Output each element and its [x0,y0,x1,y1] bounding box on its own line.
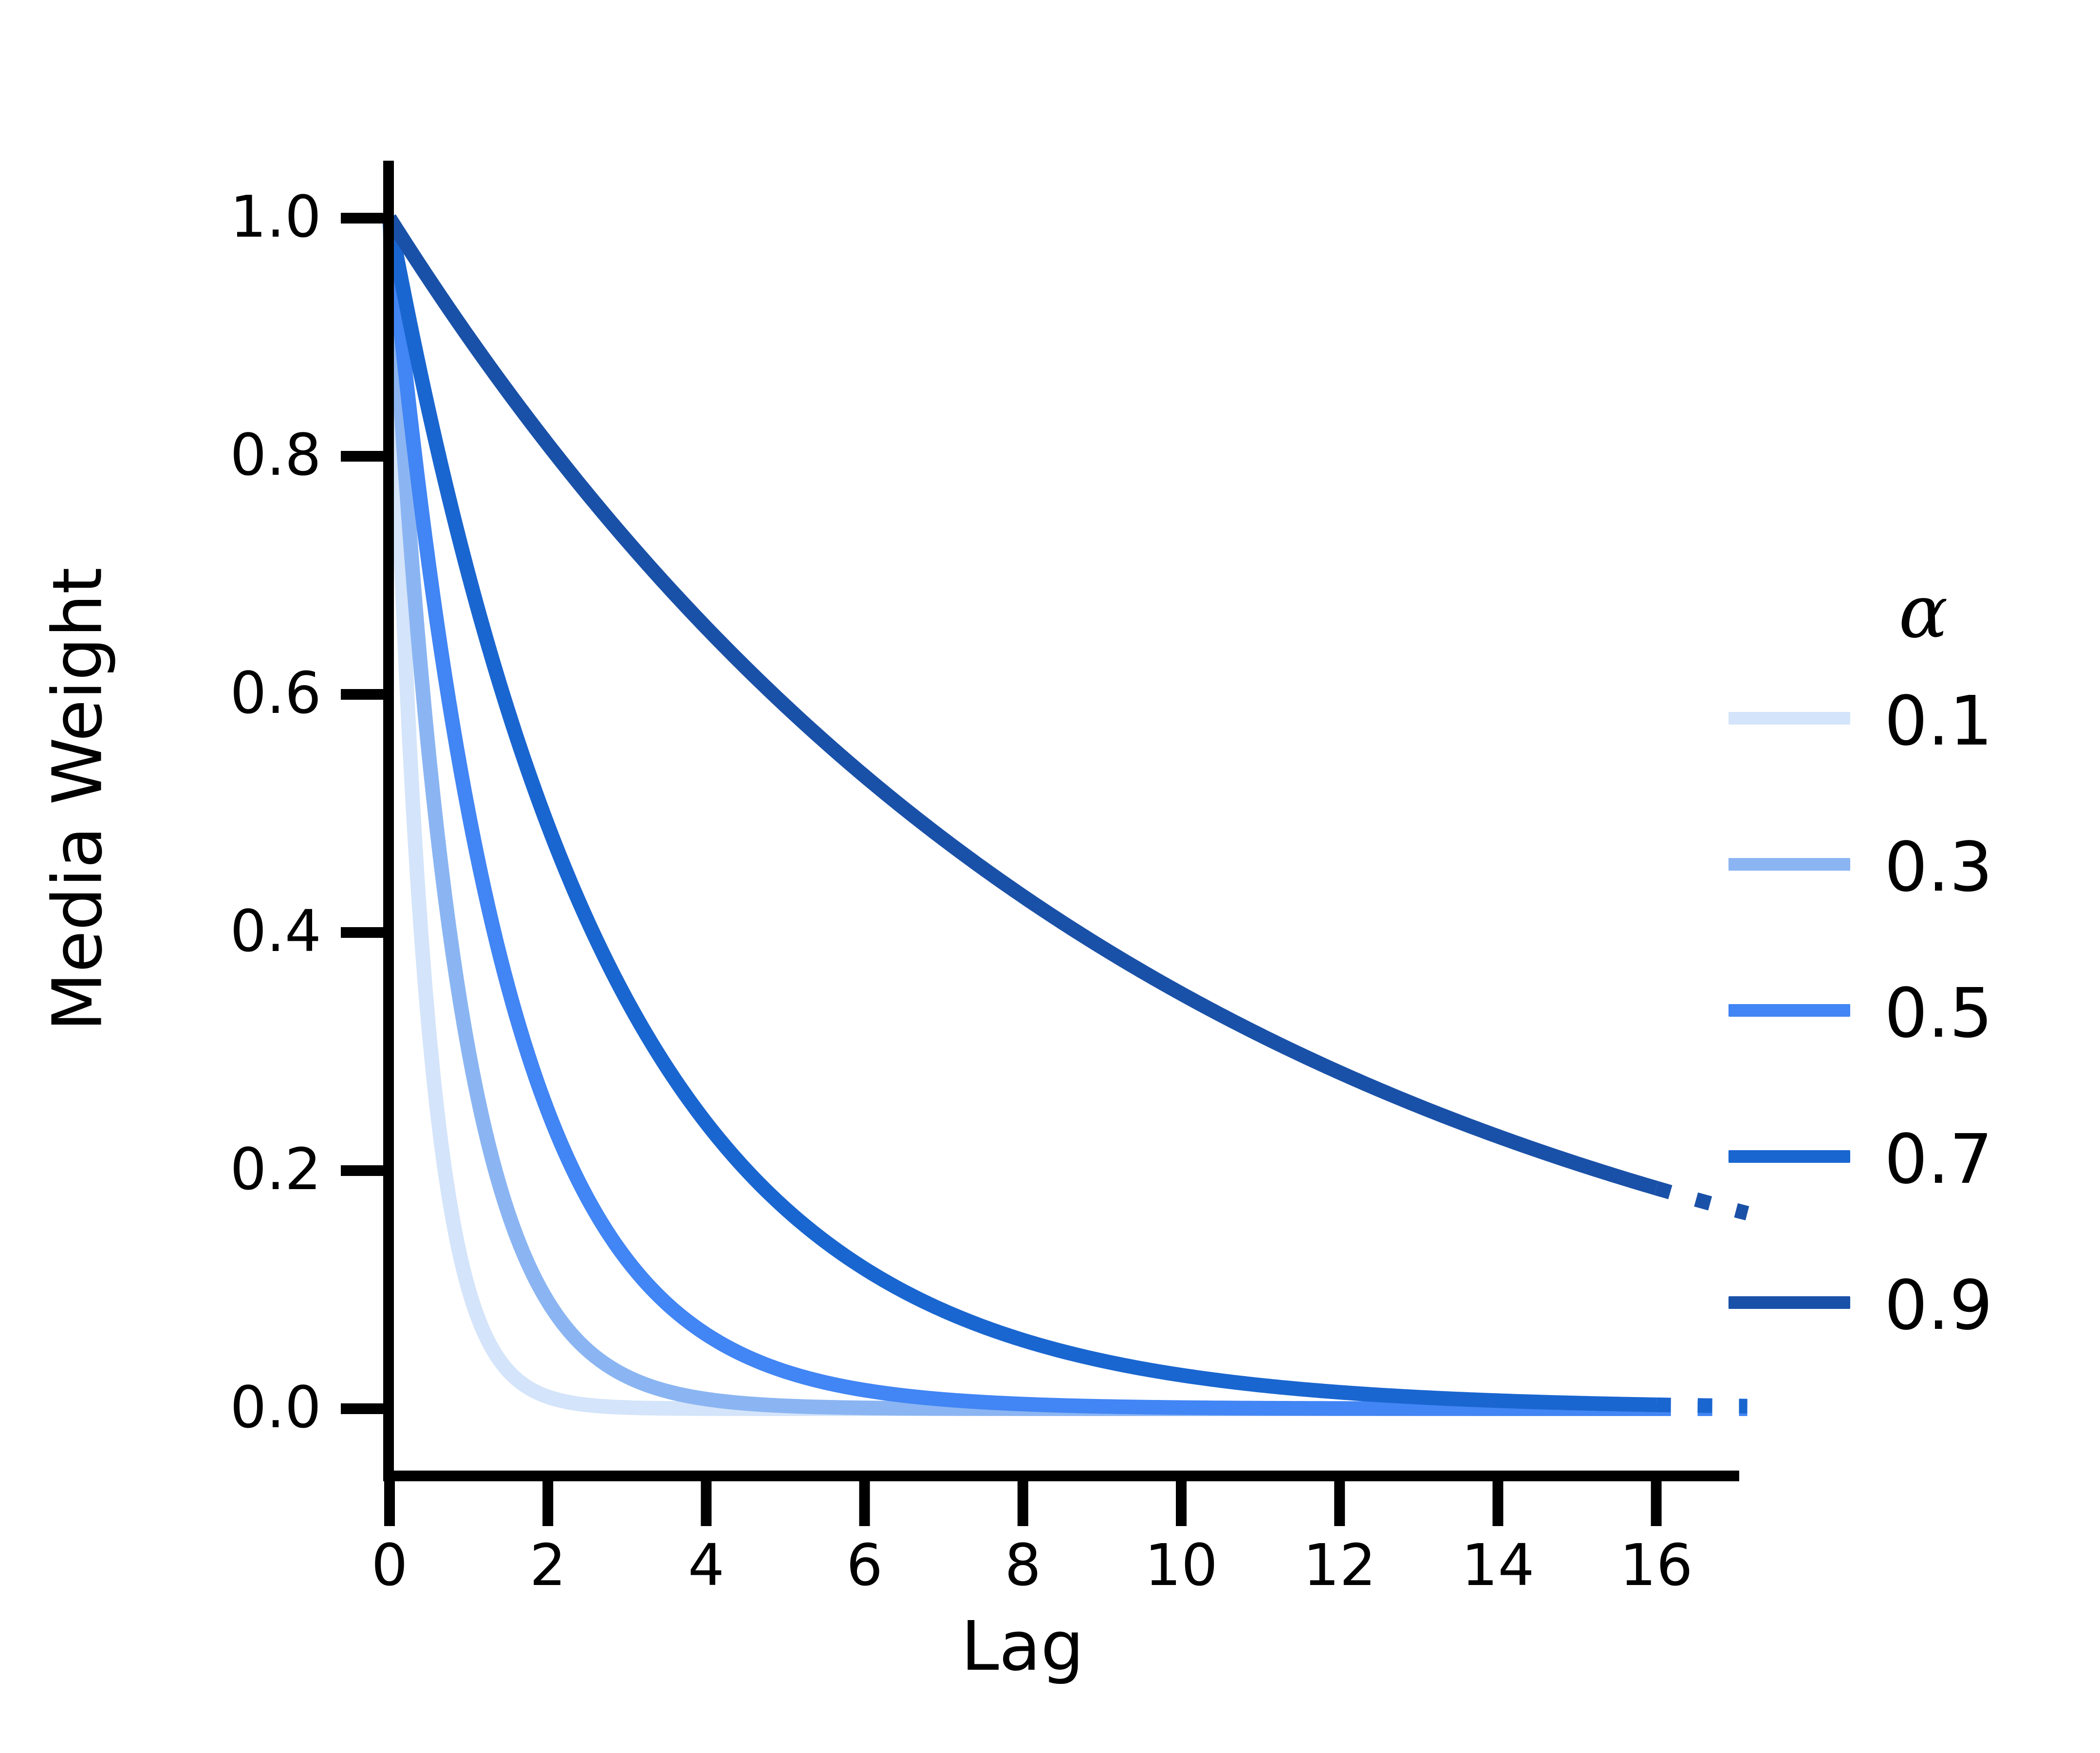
legend-label: 0.9 [1884,1266,1993,1345]
axis-ticks [341,213,1662,1526]
legend-title: α [1898,570,1948,654]
legend-label: 0.1 [1884,682,1993,761]
x-tick-label: 0 [371,1531,408,1599]
x-tick-mark [1651,1481,1662,1526]
x-axis-label: Lag [961,1607,1084,1686]
y-tick-mark [341,213,386,224]
legend-item-alpha-0.3[interactable]: 0.3 [1714,828,2084,907]
curve-alpha-0.7 [382,217,1660,1412]
x-tick-mark [1334,1481,1345,1526]
x-tick-mark [701,1481,712,1526]
legend-swatch-icon [1728,1150,1850,1163]
y-tick-mark [341,451,386,462]
x-tick-label: 8 [1004,1531,1041,1599]
y-tick-mark [341,1403,386,1414]
x-tick-label: 16 [1619,1531,1693,1599]
x-tick-label: 10 [1144,1531,1218,1599]
y-axis-spine [383,161,394,1471]
x-tick-label: 14 [1461,1531,1535,1599]
curve-tail-alpha-0.7 [1656,1397,1747,1414]
y-axis-label: Media Weight [38,567,118,1031]
curve-alpha-0.3 [382,218,1660,1416]
y-tick-label: 1.0 [230,183,321,250]
x-tick-label: 6 [846,1531,883,1599]
x-tick-mark [1017,1481,1028,1526]
x-tick-mark [542,1481,554,1526]
legend-swatch-icon [1728,1004,1850,1017]
curves-group [382,214,1749,1416]
legend-item-alpha-0.7[interactable]: 0.7 [1714,1120,2084,1199]
x-axis-spine [383,1471,1739,1481]
y-tick-label: 0.0 [230,1374,321,1441]
y-tick-label: 0.4 [230,897,321,965]
legend-swatch-icon [1728,712,1850,725]
x-tick-mark [859,1481,870,1526]
legend-swatch-icon [1728,858,1850,871]
curve-alpha-0.9 [383,214,1660,1195]
x-tick-mark [1492,1481,1504,1526]
y-tick-mark [341,927,386,938]
legend-item-alpha-0.9[interactable]: 0.9 [1714,1266,2084,1345]
y-tick-label: 0.6 [230,659,321,727]
y-tick-label: 0.2 [230,1136,321,1203]
curve-alpha-0.5 [382,217,1660,1416]
x-tick-label: 4 [688,1531,725,1599]
x-tick-label: 12 [1303,1531,1376,1599]
legend-item-alpha-0.1[interactable]: 0.1 [1714,682,2084,761]
legend-label: 0.5 [1884,974,1993,1053]
curve-alpha-0.1 [382,218,1660,1416]
legend-label: 0.7 [1884,1120,1993,1199]
axis-spines [383,161,1739,1481]
curve-tail-alpha-0.9 [1654,1181,1749,1221]
legend-swatch-icon [1728,1296,1850,1309]
x-tick-mark [384,1481,395,1526]
x-tick-mark [1176,1481,1187,1526]
legend-label: 0.3 [1884,828,1993,907]
y-tick-mark [341,1165,386,1176]
legend-item-alpha-0.5[interactable]: 0.5 [1714,974,2084,1053]
y-tick-label: 0.8 [230,421,321,488]
x-tick-label: 2 [529,1531,566,1599]
y-tick-mark [341,689,386,700]
